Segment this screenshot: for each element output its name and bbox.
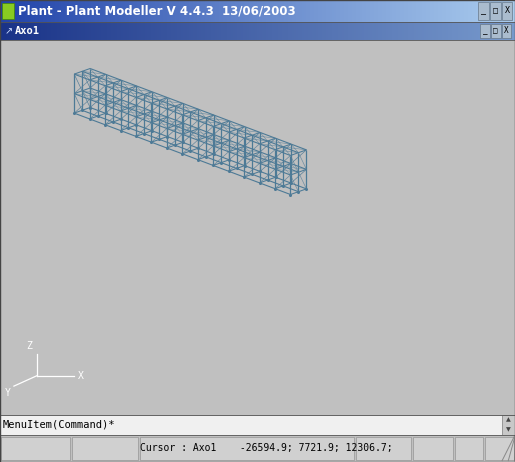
Bar: [485, 437, 514, 460]
Text: Z: Z: [26, 341, 32, 351]
Text: □: □: [493, 26, 498, 35]
Bar: [2, 3, 14, 19]
Bar: [413, 437, 453, 460]
Bar: [502, 415, 515, 435]
Text: X: X: [504, 26, 509, 35]
Bar: [455, 437, 483, 460]
Text: ▲: ▲: [506, 418, 511, 423]
Bar: [502, 24, 511, 38]
Bar: [491, 24, 501, 38]
Text: _: _: [481, 6, 486, 15]
Bar: [356, 437, 411, 460]
Text: Y: Y: [5, 388, 11, 398]
Bar: [480, 24, 490, 38]
Text: Axo1: Axo1: [14, 26, 40, 36]
Text: ↗: ↗: [4, 26, 12, 36]
Text: □: □: [493, 6, 497, 15]
Text: Cursor : Axo1    -26594.9; 7721.9; 12306.7;: Cursor : Axo1 -26594.9; 7721.9; 12306.7;: [140, 444, 393, 454]
Text: _: _: [483, 26, 487, 35]
Bar: [1, 437, 70, 460]
Bar: [72, 437, 138, 460]
Bar: [490, 2, 501, 20]
Text: MenuItem(Command)*: MenuItem(Command)*: [3, 419, 115, 430]
Bar: [502, 2, 512, 20]
Text: X: X: [78, 371, 84, 381]
Text: ▼: ▼: [506, 427, 511, 432]
Text: Plant - Plant Modeller V 4.4.3  13/06/2003: Plant - Plant Modeller V 4.4.3 13/06/200…: [18, 5, 296, 18]
Bar: [140, 437, 354, 460]
Bar: [478, 2, 489, 20]
Text: X: X: [505, 6, 509, 15]
